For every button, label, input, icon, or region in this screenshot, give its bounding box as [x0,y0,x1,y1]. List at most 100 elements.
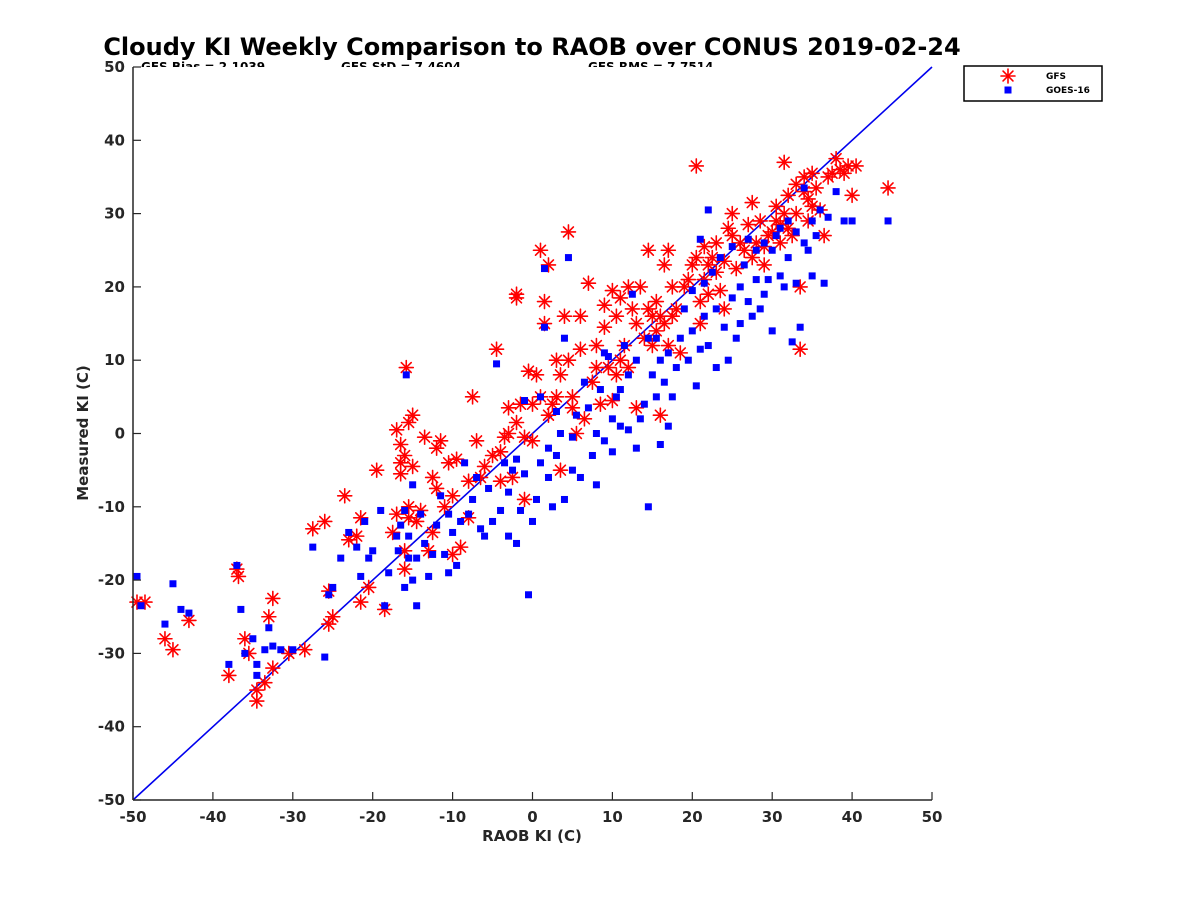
goes16-point [788,338,796,346]
goes16-point [277,646,285,654]
x-axis-ticks: -50 -40 -30 -20 -10 0 10 20 30 40 50 [119,792,942,826]
gfs-point [720,220,737,237]
gfs-point [508,414,525,431]
gfs-point [828,150,844,167]
gfs-point [476,458,493,475]
gfs-point [784,227,800,244]
gfs-point [692,293,709,310]
goes16-point [692,382,700,390]
goes16-point [505,488,513,496]
goes16-point [253,660,261,668]
goes16-point [768,327,776,335]
goes16-point [752,246,760,254]
goes16-point [261,646,269,654]
goes16-point [596,386,604,394]
x-tick-label: -50 [119,808,146,826]
goes16-point [776,272,784,280]
goes16-point [405,532,413,540]
gfs-point [612,290,629,306]
goes16-point [744,298,752,306]
goes16-point [521,470,529,478]
gfs-point [348,528,365,544]
goes16-point [521,397,529,405]
gfs-point [608,308,625,325]
gfs-point [261,608,277,625]
goes16-point [680,305,688,313]
goes16-point [552,451,560,459]
gfs-point [576,411,593,427]
goes16-point [560,334,568,342]
goes16-point [652,393,660,401]
goes16-point [572,411,580,419]
goes16-point [776,224,784,232]
goes16-point [381,602,389,610]
goes16-point [241,649,249,657]
goes16-point [433,521,441,529]
gfs-point [656,257,673,273]
goes16-point [600,349,608,357]
legend-goes16-label: GOES-16 [1046,86,1090,96]
gfs-point [608,367,625,383]
x-axis-label: RAOB KI (C) [482,827,582,845]
gfs-point [500,400,517,416]
gfs-point [628,315,645,332]
goes16-point [748,312,756,320]
goes16-point [696,345,704,353]
gfs-point [564,400,581,416]
goes16-point [600,437,608,445]
goes16-point [177,605,185,613]
goes16-point [513,539,521,547]
goes16-point [660,378,668,386]
gfs-point [508,286,525,303]
legend-goes16-square [1004,86,1012,94]
goes16-point [640,400,648,408]
goes16-point [397,521,405,529]
goes16-point [265,624,273,632]
goes16-point [672,364,680,372]
goes16-point [493,360,501,368]
gfs-point [444,488,461,504]
goes16-point [393,532,401,540]
gfs-point [221,667,237,684]
goes16-point [536,393,544,401]
gfs-point [296,641,313,658]
goes16-point [620,342,628,350]
goes16-point [688,287,696,295]
goes16-point [321,653,329,661]
gfs-point [468,433,485,449]
goes16-point [269,642,277,650]
goes16-point [588,451,596,459]
gfs-point [316,513,333,530]
gfs-point [432,433,449,449]
goes16-point [501,459,509,467]
goes16-point [529,517,536,525]
gfs-point [652,407,669,423]
goes16-point [568,466,576,474]
goes16-point [405,554,413,562]
goes16-point [465,510,473,518]
goes16-point [768,246,776,254]
goes16-point [309,543,317,551]
goes16-point [884,217,892,225]
goes16-point [712,364,720,372]
goes16-point [385,569,393,577]
goes16-point [564,254,572,262]
goes16-point [728,243,736,251]
goes16-point [772,232,780,240]
goes16-point [544,473,552,481]
goes16-point [413,602,421,610]
goes16-point [337,554,345,562]
gfs-point [804,165,820,182]
gfs-point [428,480,445,497]
gfs-point [740,216,757,233]
gfs-point [632,279,649,295]
goes16-point [481,532,489,540]
goes16-point [628,290,636,298]
gfs-point [528,367,545,383]
gfs-point [524,396,541,412]
legend: GFS GOES-16 [963,65,1103,102]
y-tick-label: -40 [98,718,125,736]
gfs-point [772,235,788,251]
gfs-point [688,249,705,266]
gfs-point [396,561,413,577]
